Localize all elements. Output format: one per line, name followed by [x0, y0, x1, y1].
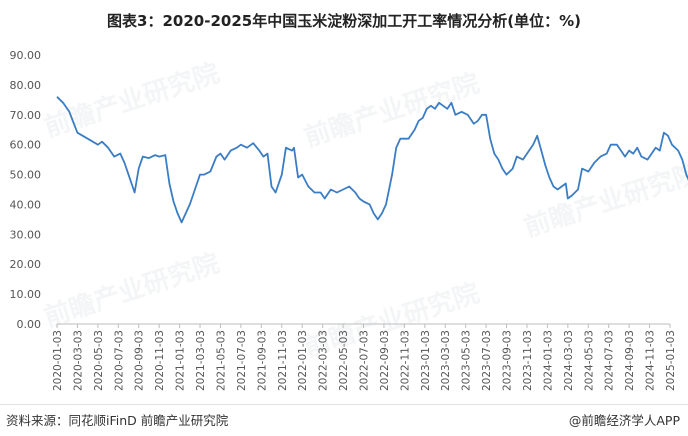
- x-tick-label: 2022-09-03: [379, 330, 391, 391]
- x-tick-label: 2020-09-03: [134, 330, 146, 391]
- y-tick-label: 40.00: [10, 198, 42, 211]
- x-tick-label: 2020-07-03: [113, 330, 125, 391]
- x-tick-label: 2023-01-03: [420, 330, 432, 391]
- x-tick-label: 2022-07-03: [359, 330, 371, 391]
- x-tick-label: 2024-05-03: [583, 330, 595, 391]
- x-tick-label: 2021-11-03: [277, 330, 289, 391]
- y-tick-label: 0.00: [17, 318, 42, 331]
- y-tick-label: 30.00: [10, 228, 42, 241]
- x-tick-label: 2022-03-03: [318, 330, 330, 391]
- x-tick-label: 2023-03-03: [440, 330, 452, 391]
- x-tick-label: 2023-09-03: [502, 330, 514, 391]
- x-axis: 2020-01-03 2020-03-03 2020-05-03 2020-07-03…: [52, 324, 677, 391]
- x-tick-label: 2020-03-03: [72, 330, 84, 391]
- x-tick-label: 2022-01-03: [297, 330, 309, 391]
- x-tick-label: 2024-03-03: [563, 330, 575, 391]
- x-tick-label: 2020-11-03: [154, 330, 166, 391]
- line-chart: 0.00 10.00 20.00 30.00 40.00 50.00 60.00 70.00 8…: [10, 49, 688, 391]
- y-tick-label: 20.00: [10, 258, 42, 271]
- series-line: [56, 96, 688, 224]
- y-tick-label: 50.00: [10, 169, 42, 182]
- footer: 资料来源：同花顺iFinD 前瞻产业研究院 @前瞻经济学人APP: [0, 404, 688, 436]
- y-tick-label: 10.00: [10, 288, 42, 301]
- x-tick-label: 2021-09-03: [256, 330, 268, 391]
- y-tick-label: 70.00: [10, 109, 42, 122]
- x-tick-label: 2022-11-03: [399, 330, 411, 391]
- footer-divider: [0, 404, 688, 405]
- y-tick-label: 60.00: [10, 139, 42, 152]
- x-tick-label: 2025-01-03: [665, 330, 677, 391]
- x-tick-label: 2023-07-03: [481, 330, 493, 391]
- x-tick-label: 2022-05-03: [338, 330, 350, 391]
- brand-note: @前瞻经济学人APP: [568, 413, 680, 428]
- x-tick-label: 2020-01-03: [52, 330, 64, 391]
- chart-title: 图表3：2020-2025年中国玉米淀粉深加工开工率情况分析(单位：%): [107, 12, 581, 30]
- y-tick-label: 90.00: [10, 49, 42, 62]
- x-tick-label: 2024-07-03: [604, 330, 616, 391]
- x-tick-label: 2020-05-03: [93, 330, 105, 391]
- x-tick-label: 2024-11-03: [645, 330, 657, 391]
- x-tick-label: 2024-01-03: [542, 330, 554, 391]
- x-tick-label: 2023-11-03: [522, 330, 534, 391]
- x-tick-label: 2021-03-03: [195, 330, 207, 391]
- x-tick-label: 2021-07-03: [236, 330, 248, 391]
- x-tick-label: 2024-09-03: [624, 330, 636, 391]
- x-tick-label: 2023-05-03: [461, 330, 473, 391]
- x-tick-label: 2021-05-03: [215, 330, 227, 391]
- source-note: 资料来源：同花顺iFinD 前瞻产业研究院: [6, 413, 229, 428]
- y-axis: 0.00 10.00 20.00 30.00 40.00 50.00 60.00 70.00 8…: [10, 49, 42, 331]
- x-tick-label: 2021-01-03: [175, 330, 187, 391]
- y-tick-label: 80.00: [10, 79, 42, 92]
